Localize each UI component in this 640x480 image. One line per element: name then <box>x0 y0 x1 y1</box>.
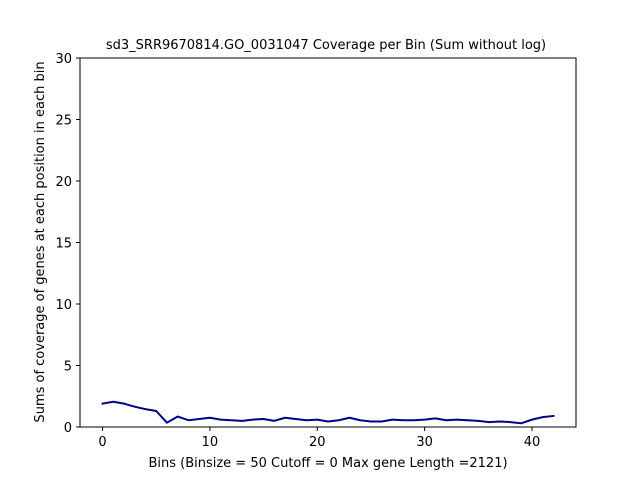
y-tick-label: 20 <box>55 175 72 190</box>
y-axis: 0 5 10 15 20 25 30 <box>55 52 80 436</box>
x-tick-label: 30 <box>416 435 433 450</box>
y-tick-label: 25 <box>55 114 72 129</box>
y-tick-label: 0 <box>64 421 72 436</box>
x-axis-label: Bins (Binsize = 50 Cutoff = 0 Max gene L… <box>148 456 507 471</box>
y-tick-label: 30 <box>55 52 72 67</box>
chart-title: sd3_SRR9670814.GO_0031047 Coverage per B… <box>106 38 546 53</box>
y-tick-label: 5 <box>64 360 72 375</box>
y-axis-label: Sums of coverage of genes at each positi… <box>33 61 48 422</box>
x-tick-label: 0 <box>98 435 106 450</box>
y-tick-label: 10 <box>55 298 72 313</box>
y-tick-label: 15 <box>55 237 72 252</box>
series-line <box>101 400 555 425</box>
x-tick-label: 20 <box>309 435 326 450</box>
x-axis: 0 10 20 30 40 <box>98 427 540 450</box>
plot-frame <box>79 57 577 428</box>
x-tick-label: 40 <box>524 435 541 450</box>
series-layer <box>101 400 555 425</box>
x-tick-label: 10 <box>202 435 219 450</box>
